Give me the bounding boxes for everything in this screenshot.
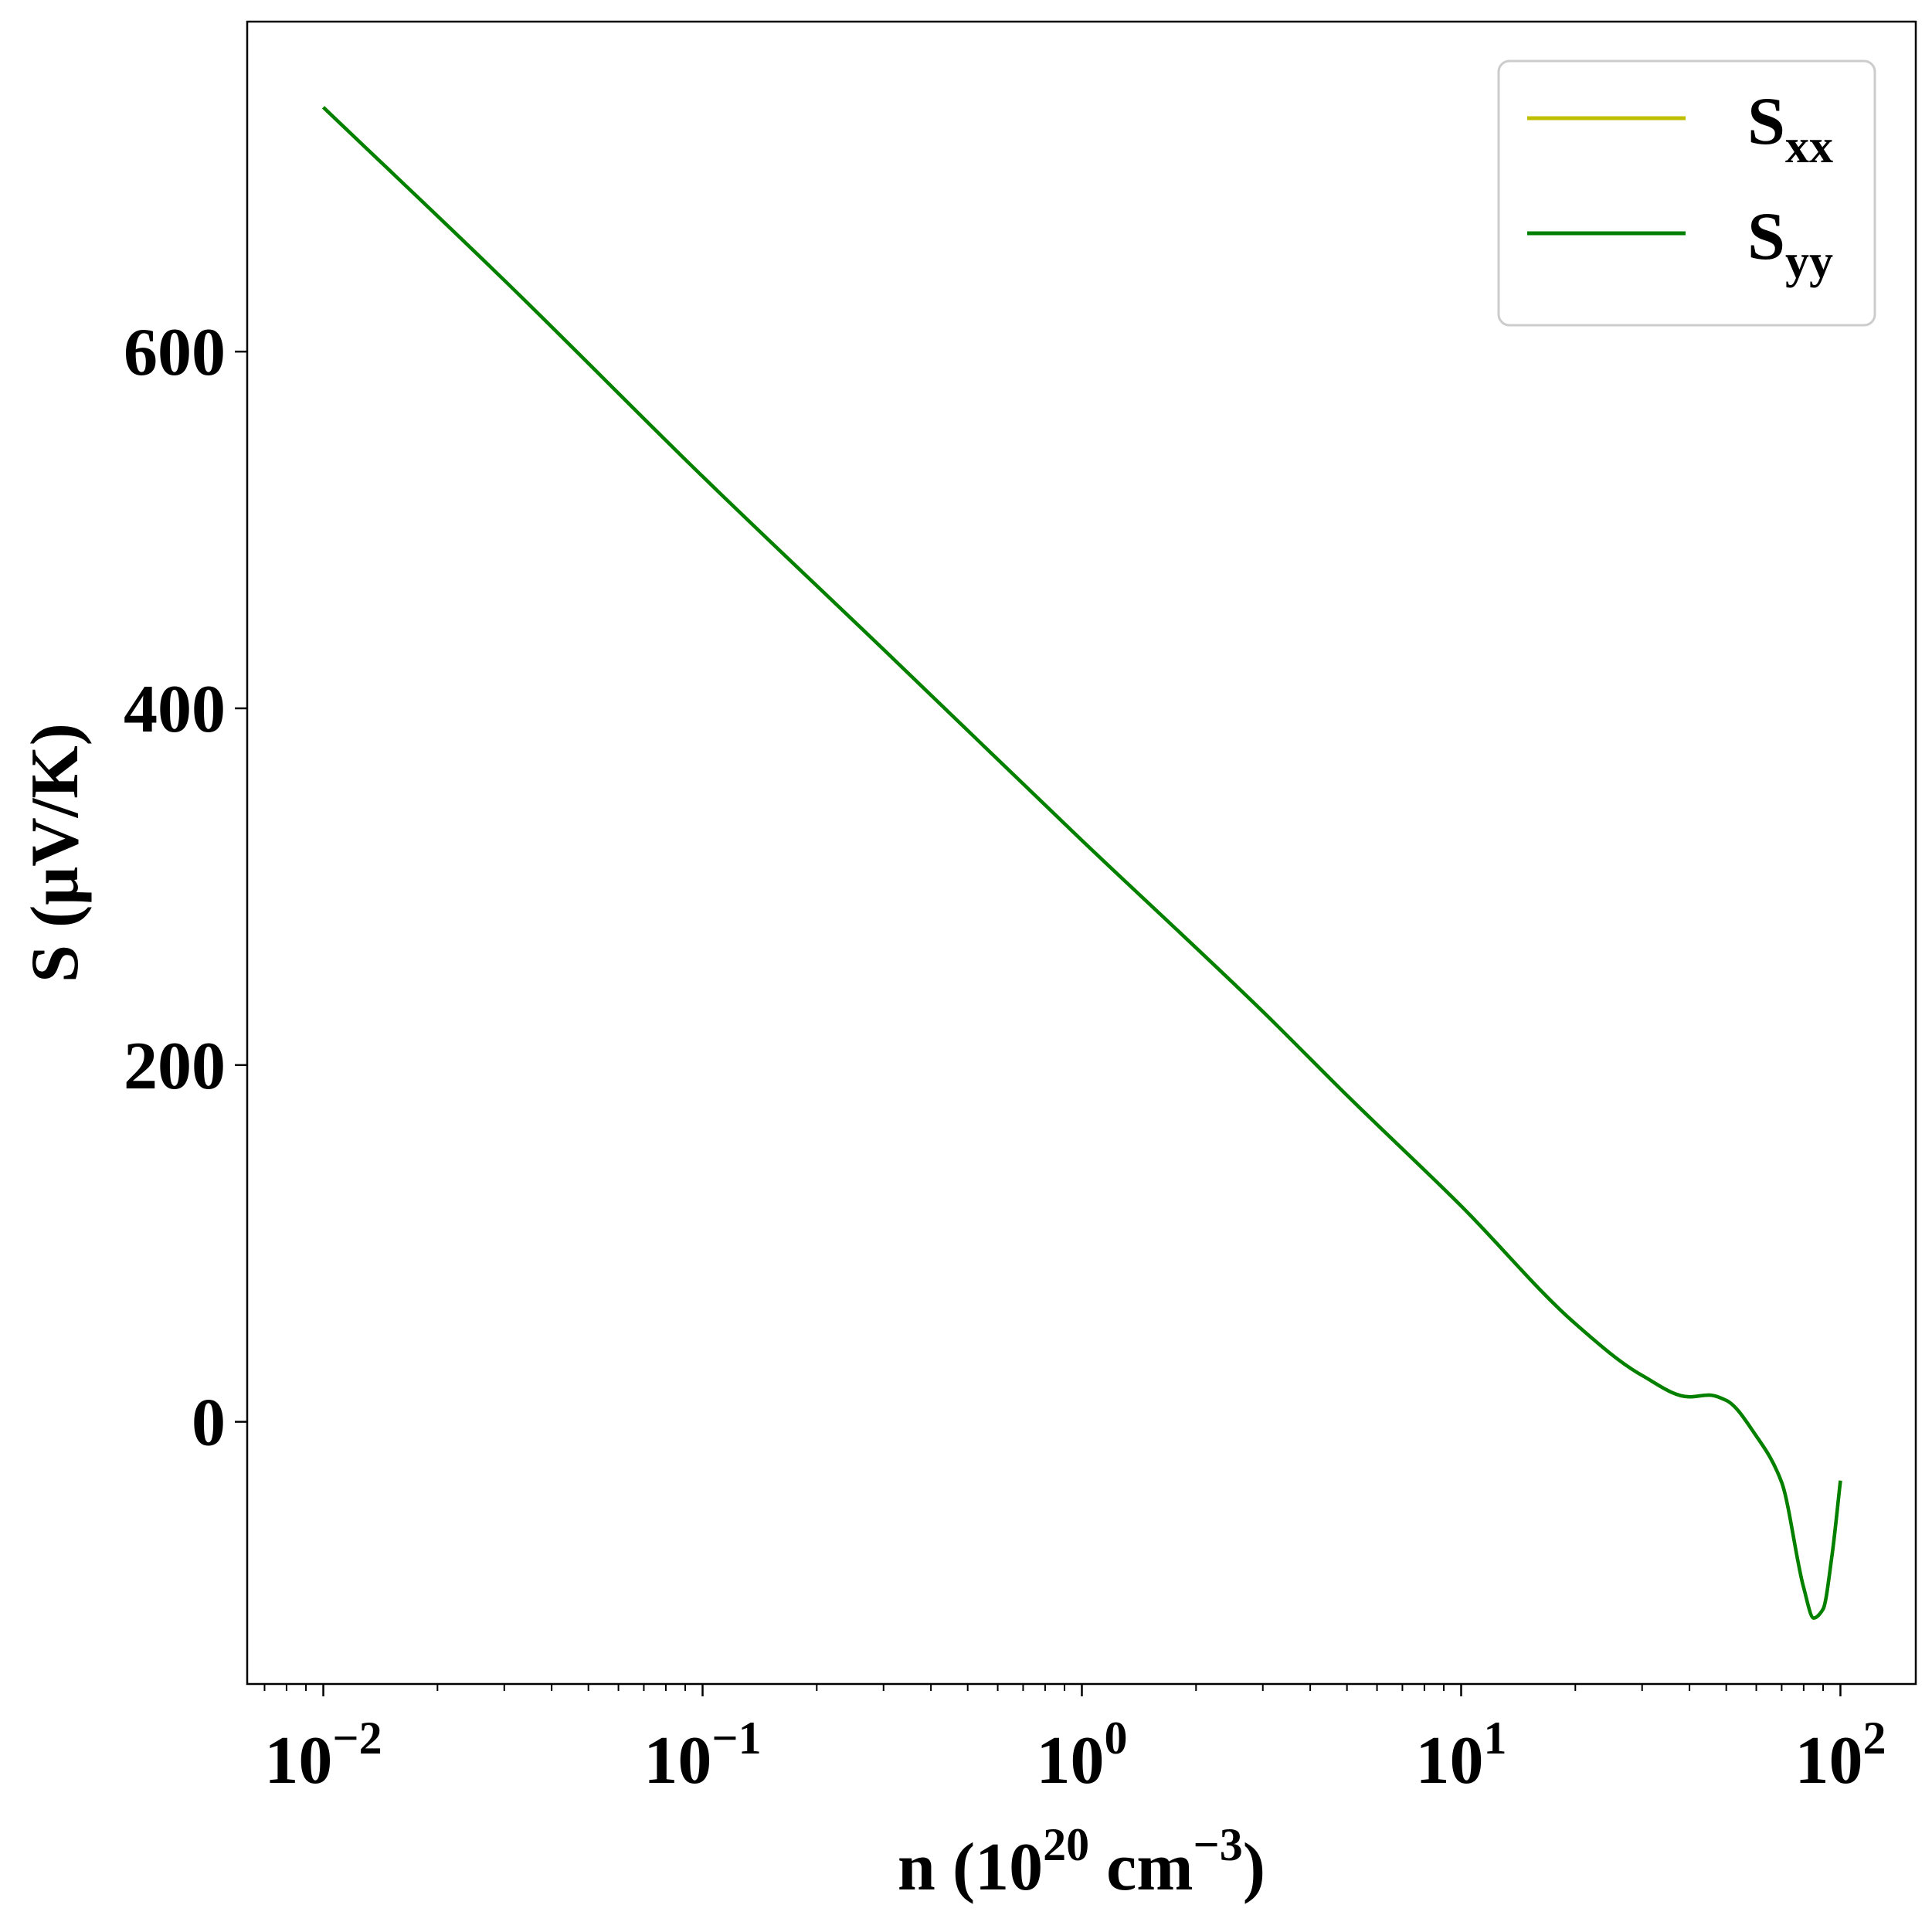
y-tick-label: 200 (124, 1029, 226, 1104)
legend: Sxx Syy (1497, 59, 1876, 327)
x-tick-label-base: 10 (643, 1723, 711, 1798)
y-tick-label: 600 (124, 315, 226, 390)
x-tick-label-base: 10 (1036, 1723, 1104, 1798)
series-line-syy (321, 106, 1842, 1620)
series-layer (321, 106, 1842, 1620)
x-tick-label-base: 10 (264, 1723, 332, 1798)
x-tick-label: 10−1 (643, 1713, 761, 1798)
x-axis-label-exp: 20 (1043, 1819, 1089, 1870)
x-minor-ticks (263, 1684, 1824, 1691)
x-tick-label-base: 10 (1415, 1723, 1483, 1798)
y-axis-label: S (μV/K) (18, 723, 93, 983)
plot-frame (246, 20, 1917, 1686)
x-tick-label-exp: 2 (1862, 1713, 1886, 1764)
x-tick-label-exp: 0 (1104, 1713, 1127, 1764)
y-ticks: 0 200 400 600 (124, 315, 247, 1461)
legend-syy-base: S (1747, 199, 1785, 274)
x-axis-label: n (1020 cm−3) (898, 1819, 1265, 1905)
legend-sxx-sub: xx (1785, 121, 1833, 173)
y-tick-label: 0 (192, 1386, 226, 1461)
x-tick-label-exp: −2 (332, 1713, 382, 1764)
legend-sxx-base: S (1747, 84, 1785, 159)
x-axis-label-tail: ) (1243, 1830, 1265, 1905)
x-axis-label-base: n (10 (898, 1830, 1043, 1905)
x-tick-label-base: 10 (1794, 1723, 1862, 1798)
legend-frame (1497, 59, 1876, 327)
x-tick-label: 102 (1794, 1713, 1886, 1798)
x-tick-label: 10−2 (264, 1713, 382, 1798)
x-tick-label: 101 (1415, 1713, 1506, 1798)
x-tick-label-exp: 1 (1483, 1713, 1506, 1764)
x-tick-label-exp: −1 (711, 1713, 761, 1764)
legend-sxx-label: Sxx (1747, 84, 1833, 173)
legend-syy-sub: yy (1785, 236, 1833, 288)
y-tick-label: 400 (124, 672, 226, 747)
x-axis-label-exp2: −3 (1193, 1819, 1243, 1870)
x-tick-label: 100 (1036, 1713, 1127, 1798)
x-major-ticks: 10−2 10−1 100 101 102 (264, 1684, 1886, 1798)
legend-syy-label: Syy (1747, 199, 1833, 288)
x-axis-label-mid: cm (1089, 1830, 1193, 1905)
